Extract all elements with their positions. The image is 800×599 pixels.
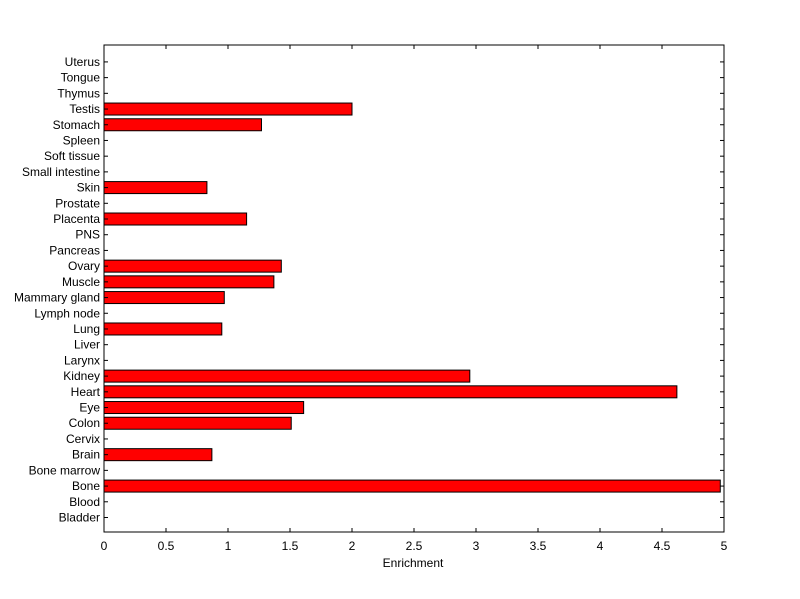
x-tick-label: 2	[349, 539, 356, 553]
y-tick-label: Mammary gland	[14, 291, 100, 305]
y-tick-label: Testis	[69, 102, 100, 116]
y-tick-label: Colon	[69, 416, 100, 430]
bar-testis	[103, 102, 353, 116]
y-tick-label: Kidney	[63, 369, 100, 383]
x-tick-label: 5	[721, 539, 728, 553]
y-tick-label: Prostate	[55, 196, 100, 210]
y-tick-label: Heart	[71, 385, 101, 399]
bar-ovary	[103, 259, 282, 273]
x-tick-label: 0.5	[158, 539, 175, 553]
y-tick-label: Bone	[72, 479, 100, 493]
y-tick-label: Bladder	[59, 511, 100, 525]
bar-eye	[103, 401, 305, 415]
y-tick-label: Small intestine	[22, 165, 100, 179]
x-tick-label: 1.5	[282, 539, 299, 553]
y-tick-label: Pancreas	[49, 243, 100, 257]
x-tick-label: 3	[473, 539, 480, 553]
x-tick-label: 3.5	[530, 539, 547, 553]
bar-kidney	[103, 369, 471, 383]
y-tick-label: Eye	[79, 401, 100, 415]
y-tick-label: Cervix	[66, 432, 100, 446]
y-tick-label: Thymus	[57, 86, 100, 100]
y-tick-label: Muscle	[62, 275, 100, 289]
bar-lung	[103, 322, 223, 336]
bar-skin	[103, 181, 208, 195]
plot-frame	[103, 44, 725, 533]
x-tick-label: 4	[597, 539, 604, 553]
y-tick-label: Stomach	[53, 118, 100, 132]
y-tick-label: Soft tissue	[44, 149, 100, 163]
y-tick-label: Skin	[77, 181, 100, 195]
bar-heart	[103, 385, 678, 399]
bar-muscle	[103, 275, 275, 289]
bar-colon	[103, 416, 292, 430]
y-tick-label: Lymph node	[34, 306, 100, 320]
x-tick-label: 1	[225, 539, 232, 553]
x-axis-label: Enrichment	[383, 556, 444, 570]
bar-placenta	[103, 212, 248, 226]
y-tick-label: Lung	[73, 322, 100, 336]
y-tick-label: Liver	[74, 338, 100, 352]
bar-mammary-gland	[103, 291, 225, 305]
y-tick-label: Ovary	[68, 259, 100, 273]
y-tick-label: PNS	[75, 228, 100, 242]
y-tick-label: Bone marrow	[29, 463, 101, 477]
y-tick-label: Placenta	[53, 212, 100, 226]
y-tick-label: Larynx	[64, 353, 100, 367]
y-tick-label: Spleen	[63, 133, 100, 147]
x-tick-label: 2.5	[406, 539, 423, 553]
x-tick-label: 4.5	[654, 539, 671, 553]
bar-brain	[103, 448, 213, 462]
y-tick-label: Uterus	[65, 55, 100, 69]
x-tick-label: 0	[101, 539, 108, 553]
y-tick-label: Brain	[72, 448, 100, 462]
bar-bone	[103, 479, 721, 493]
y-tick-label: Blood	[69, 495, 100, 509]
y-tick-label: Tongue	[61, 71, 101, 85]
bar-stomach	[103, 118, 262, 132]
